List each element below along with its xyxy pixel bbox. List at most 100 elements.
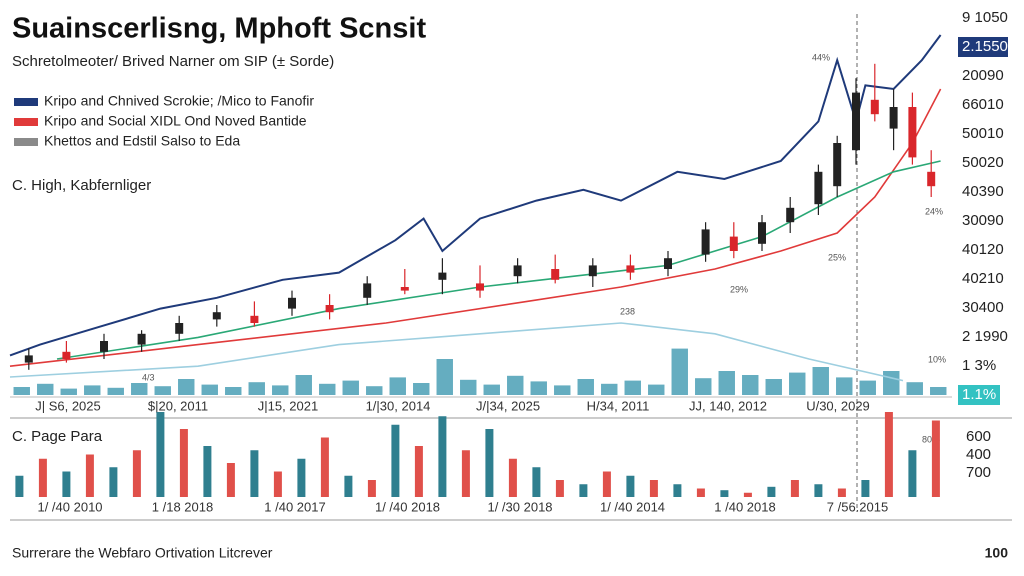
- volume-bar: [13, 387, 30, 395]
- y-tick-label: 400: [966, 446, 991, 463]
- volume-bar: [366, 386, 383, 395]
- volume-bar: [671, 348, 688, 395]
- page-number: 100: [985, 545, 1009, 561]
- candle-body: [908, 107, 917, 158]
- bar: [602, 471, 611, 497]
- bar: [438, 416, 447, 497]
- volume-bar: [765, 379, 782, 395]
- volume-bar: [460, 379, 477, 395]
- candle-body: [852, 92, 860, 151]
- y-tick-label: 50020: [962, 154, 1004, 171]
- note: C. High, Kabfernliger: [12, 177, 151, 194]
- volume-bar: [483, 384, 500, 395]
- candle-body: [758, 222, 766, 244]
- y-tick-label: 50010: [962, 125, 1004, 142]
- bar: [673, 484, 682, 497]
- x-tick-label: 7 /56.2015: [827, 499, 888, 514]
- candle-body: [551, 269, 560, 280]
- volume-bar: [201, 384, 218, 395]
- annotation: 24%: [925, 206, 943, 216]
- volume-bar: [225, 387, 242, 395]
- x-tick-label: 1 /18 2018: [152, 499, 213, 514]
- candle-body: [100, 341, 108, 352]
- bar: [743, 492, 752, 497]
- bar: [38, 458, 47, 497]
- candle-body: [363, 283, 372, 298]
- candle-body: [400, 287, 409, 291]
- bar: [203, 446, 212, 497]
- bar: [814, 484, 823, 497]
- candle-body: [62, 351, 71, 359]
- volume-bar: [530, 381, 547, 395]
- y-tick-label: 20090: [962, 67, 1004, 84]
- bar: [109, 467, 118, 497]
- candle-body: [175, 323, 184, 334]
- label-highlight: [958, 37, 1008, 57]
- bar: [884, 412, 893, 497]
- bar: [767, 486, 776, 497]
- candle-body: [814, 171, 823, 205]
- x-tick-label: U/30, 2029: [806, 398, 870, 413]
- volume-bar: [859, 380, 876, 395]
- x-tick-label: J| S6, 2025: [35, 398, 101, 413]
- bar: [391, 424, 400, 497]
- annotation: 4/3: [142, 372, 155, 382]
- x-tick-label: 1 /40 2018: [714, 499, 775, 514]
- volume-bar: [342, 380, 359, 395]
- y-tick-label: 1 3%: [962, 357, 996, 374]
- bar: [132, 450, 141, 497]
- volume-bar: [107, 387, 124, 395]
- footer-text: Surrerare the Webfaro Ortivation Litcrev…: [12, 545, 273, 561]
- bar: [908, 450, 917, 497]
- annotation: 10%: [928, 354, 946, 364]
- candle-body: [729, 236, 738, 251]
- candle-body: [212, 312, 221, 320]
- volume-bar: [577, 379, 594, 395]
- volume-bar: [295, 375, 312, 395]
- x-tick-label: 1/ /40 2014: [600, 499, 665, 514]
- candle-body: [701, 229, 710, 255]
- volume-bar: [883, 371, 900, 395]
- bar: [931, 420, 940, 497]
- bar: [367, 480, 376, 497]
- volume-bar: [718, 371, 735, 395]
- legend-label: Khettos and Edstil Salso to Eda: [44, 133, 240, 149]
- bar: [837, 488, 846, 497]
- volume-bar: [60, 388, 77, 395]
- candle-body: [250, 315, 259, 323]
- x-tick-label: $|20, 2011: [148, 398, 208, 413]
- volume-bar: [178, 379, 195, 395]
- x-tick-label: J/|34, 2025: [476, 398, 540, 413]
- volume-bar: [436, 359, 453, 395]
- x-tick-label: 1/ /30 2018: [487, 499, 552, 514]
- candle-body: [137, 333, 146, 345]
- y-tick-label: 40210: [962, 270, 1004, 287]
- bar: [156, 412, 165, 497]
- volume-bar: [836, 377, 853, 395]
- volume-bar: [154, 386, 171, 395]
- chart-subtitle: Schretolmeoter/ Brived Narner om SIP (± …: [12, 53, 334, 70]
- candle-body: [927, 171, 936, 187]
- volume-bar: [601, 383, 618, 395]
- bar: [555, 480, 564, 497]
- panel-title: C. Page Para: [12, 428, 103, 445]
- candle-body: [325, 305, 334, 313]
- annotation: 29%: [730, 284, 748, 294]
- bar: [344, 475, 353, 497]
- legend-swatch: [14, 138, 38, 146]
- volume-bar: [554, 385, 571, 395]
- volume-bar: [413, 383, 430, 395]
- candle-body: [588, 265, 597, 277]
- line-series: [9, 88, 942, 367]
- volume-bar: [272, 385, 289, 395]
- y-tick-label: 40120: [962, 241, 1004, 258]
- y-tick-label: 2 1990: [962, 328, 1008, 345]
- x-tick-label: 1/ /40 2018: [375, 499, 440, 514]
- y-tick-label: 9 1050: [962, 9, 1008, 26]
- line-series: [56, 160, 941, 360]
- x-tick-label: H/34, 2011: [587, 398, 650, 413]
- candle-body: [24, 355, 33, 363]
- legend-swatch: [14, 98, 38, 106]
- bar: [579, 484, 588, 497]
- legend-label: Kripo and Chnived Scrokie; /Mico to Fano…: [44, 93, 314, 109]
